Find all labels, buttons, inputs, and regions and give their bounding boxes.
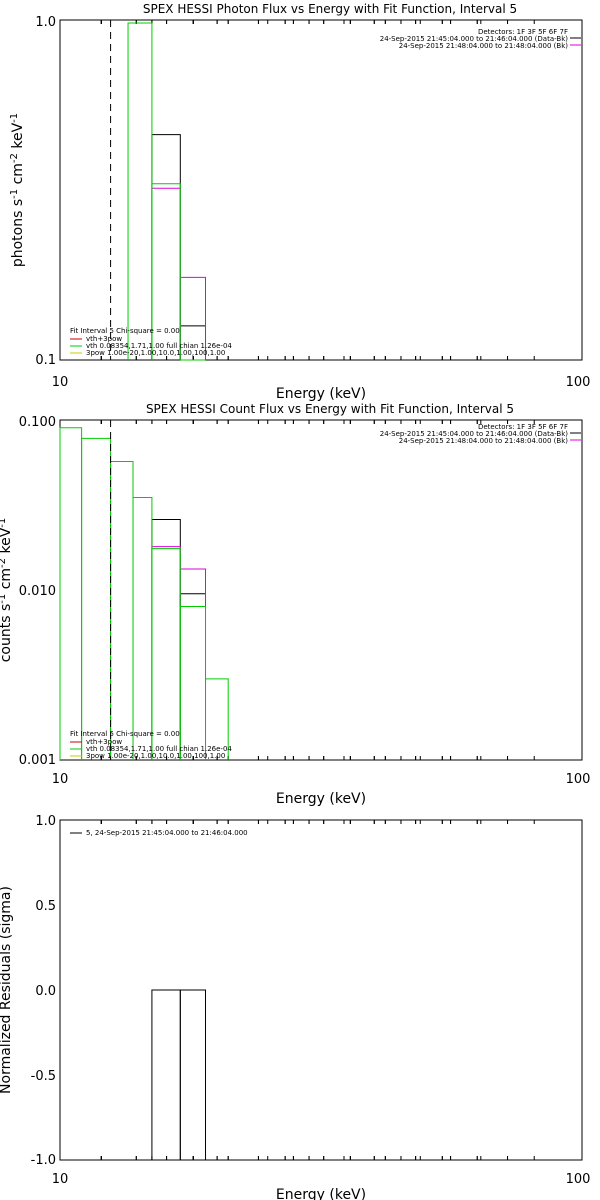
count-flux-series-0-bin-0 (151, 518, 181, 760)
count-flux-detectors: Detectors: 1F 3F 5F 6F 7F (478, 423, 568, 431)
photon-flux-axes (59, 19, 583, 361)
photon-flux-detectors: Detectors: 1F 3F 5F 6F 7F (478, 28, 568, 36)
photon-flux-ylabel: photons s-1 cm-2 keV-1 (9, 113, 26, 267)
residuals-ytick-1.0: 1.0 (35, 814, 56, 829)
count-flux-title: SPEX HESSI Count Flux vs Energy with Fit… (146, 402, 514, 416)
count-flux-panel: SPEX HESSI Count Flux vs Energy with Fit… (0, 402, 590, 807)
count-flux-series-2-bin-4 (151, 548, 181, 760)
count-flux-ytick-0.010: 0.010 (19, 584, 56, 599)
photon-flux-ytick-1: 1.0 (35, 15, 56, 30)
residuals-axes (59, 819, 583, 1161)
count-flux-ytick-0.001: 0.001 (19, 753, 56, 768)
photon-flux-series-2-bin-0 (127, 22, 153, 360)
count-flux-series-2-bin-0 (59, 427, 83, 760)
photon-flux-xlabel: Energy (keV) (276, 386, 366, 402)
photon-flux-xtick-100: 100 (566, 375, 591, 390)
count-flux-xtick-100: 100 (566, 772, 591, 787)
count-flux-data-interval: 24-Sep-2015 21:45:04.000 to 21:46:04.000… (380, 430, 569, 438)
count-flux-bk-interval: 24-Sep-2015 21:48:04.000 to 21:48:04.000… (399, 437, 569, 445)
residuals-panel: 1.0 0.5 0.0 -0.5 -1.0 10 100 Energy (keV… (0, 814, 590, 1200)
count-flux-legend-1: vth 0.08354,1.71,1.00 full chian 1.26e-0… (86, 745, 232, 753)
photon-flux-data-interval: 24-Sep-2015 21:45:04.000 to 21:46:04.000… (380, 35, 569, 43)
photon-flux-legend-0: vth+3pow (86, 335, 122, 343)
count-flux-fit-info: Fit Interval 5 Chi-square = 0.00 (70, 730, 180, 738)
count-flux-ytick-0.100: 0.100 (19, 415, 56, 430)
photon-flux-panel: SPEX HESSI Photon Flux vs Energy with Fi… (9, 2, 590, 402)
photon-flux-title: SPEX HESSI Photon Flux vs Energy with Fi… (143, 2, 517, 16)
count-flux-series-1-bin-0 (151, 546, 181, 760)
count-flux-legend-2: 3pow 1.00e-20,1.00,10.0,1.00,100,1.00 (86, 752, 225, 760)
photon-flux-data (100, 20, 535, 361)
residuals-ytick-minus-1.0: -1.0 (31, 1153, 56, 1168)
count-flux-series-1-bin-1 (179, 568, 207, 760)
residuals-ytick-0.0: 0.0 (35, 984, 56, 999)
count-flux-series-0-bin-1 (179, 593, 207, 760)
photon-flux-legend-1: vth 0.08354,1.71,1.00 full chian 1.26e-0… (86, 342, 232, 350)
residuals-series-0-bin-0 (151, 989, 181, 1160)
photon-flux-xtick-10: 10 (52, 375, 69, 390)
residuals-xlabel: Energy (keV) (276, 1187, 366, 1200)
residuals-ytick-0.5: 0.5 (35, 899, 56, 914)
residuals-ylabel: Normalized Residuals (sigma) (0, 886, 14, 1094)
count-flux-series-2-bin-6 (205, 678, 229, 760)
photon-flux-bk-interval: 24-Sep-2015 21:48:04.000 to 21:48:04.000… (399, 42, 569, 50)
count-flux-axes (59, 419, 583, 761)
photon-flux-ytick-0.1: 0.1 (35, 353, 56, 368)
count-flux-legend-0: vth+3pow (86, 738, 122, 746)
residuals-legend: 5, 24-Sep-2015 21:45:04.000 to 21:46:04.… (86, 829, 248, 837)
count-flux-series-2-bin-2 (110, 461, 134, 760)
count-flux-series-2-bin-3 (132, 497, 153, 760)
count-flux-xtick-10: 10 (52, 772, 69, 787)
count-flux-series-2-bin-1 (81, 437, 112, 760)
residuals-xtick-100: 100 (566, 1172, 591, 1187)
residuals-ytick-minus-0.5: -0.5 (31, 1069, 56, 1084)
count-flux-ylabel: counts s-1 cm-2 keV-1 (0, 518, 14, 663)
photon-flux-fit-info: Fit Interval 5 Chi-square = 0.00 (70, 327, 180, 335)
count-flux-xlabel: Energy (keV) (276, 791, 366, 807)
photon-flux-series-2-bin-1 (151, 183, 181, 360)
count-flux-data (59, 420, 535, 760)
residuals-series-0-bin-1 (179, 989, 207, 1160)
count-flux-series-2-bin-5 (179, 605, 207, 760)
photon-flux-legend-2: 3pow 1.00e-20,1.00,10.0,1.00,100,1.00 (86, 349, 225, 357)
residuals-xtick-10: 10 (52, 1172, 69, 1187)
residuals-data (100, 820, 535, 1160)
